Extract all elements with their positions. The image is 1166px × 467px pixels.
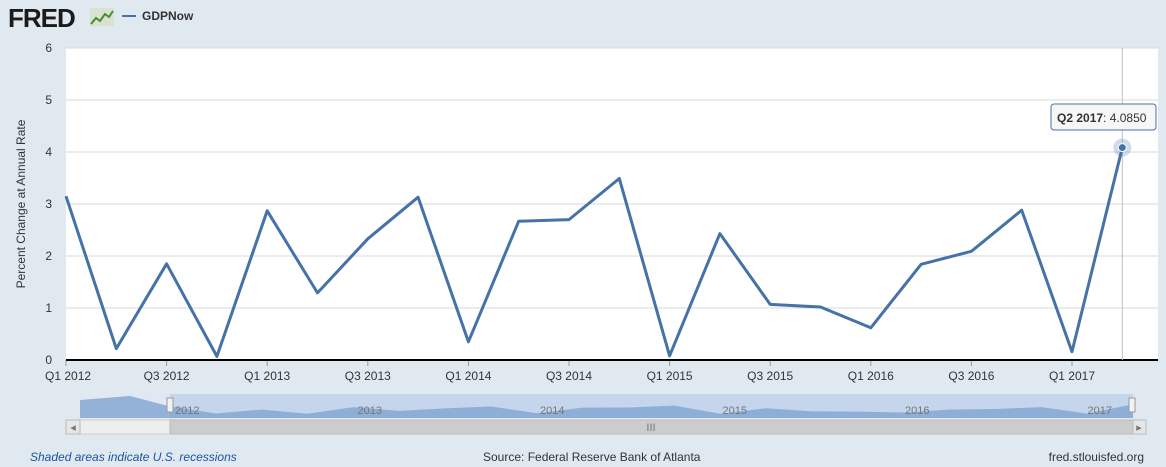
- scrollbar[interactable]: ◂ ▸ III: [65, 419, 1147, 435]
- y-axis-ticks: 0 1 2 3 4 5 6: [45, 41, 52, 367]
- x-tick-label: Q3 2012: [144, 369, 190, 383]
- data-point: [967, 247, 975, 255]
- x-tick-label: Q1 2017: [1049, 369, 1095, 383]
- x-tick-label: Q1 2016: [848, 369, 894, 383]
- data-point: [615, 175, 623, 183]
- x-tick-label: Q3 2016: [948, 369, 994, 383]
- data-point: [364, 235, 372, 243]
- navigator[interactable]: 2012 2013 2014 2015 2016 2017: [80, 394, 1136, 418]
- y-tick-label: 2: [45, 249, 52, 263]
- navigator-year-label: 2015: [723, 405, 747, 417]
- navigator-labels: 2012 2013 2014 2015 2016 2017: [175, 405, 1112, 417]
- y-tick-label: 6: [45, 41, 52, 55]
- source-text: Source: Federal Reserve Bank of Atlanta: [483, 450, 701, 464]
- data-point: [213, 352, 221, 360]
- navigator-year-label: 2014: [540, 405, 564, 417]
- fred-logo[interactable]: FRED: [8, 3, 76, 33]
- tooltip-value: 4.0850: [1110, 111, 1147, 125]
- data-point: [112, 345, 120, 353]
- fred-graph-icon: [90, 8, 114, 26]
- y-tick-label: 5: [45, 93, 52, 107]
- x-axis-ticks: Q1 2012 Q3 2012 Q1 2013 Q3 2013 Q1 2014 Q3 20…: [45, 360, 1095, 383]
- legend-swatch: [122, 15, 136, 17]
- data-point: [464, 338, 472, 346]
- navigator-year-label: 2017: [1088, 405, 1112, 417]
- tooltip-text: Q2 2017: 4.0850: [1057, 111, 1147, 125]
- legend-label: GDPNow: [142, 9, 194, 23]
- series-points: [62, 138, 1132, 360]
- data-point: [565, 216, 573, 224]
- fred-site-link[interactable]: fred.stlouisfed.org: [1048, 450, 1144, 464]
- data-point: [817, 303, 825, 311]
- series-line-gdpnow: [64, 147, 1124, 358]
- recession-note-link[interactable]: Shaded areas indicate U.S. recessions: [30, 450, 237, 464]
- data-point: [1018, 206, 1026, 214]
- scroll-grip-icon: III: [646, 422, 655, 434]
- data-point: [314, 289, 322, 297]
- x-tick-label: Q3 2014: [546, 369, 592, 383]
- tooltip-box: [1050, 103, 1157, 131]
- scroll-right-button: [1132, 419, 1147, 435]
- data-point: [766, 300, 774, 308]
- grid-lines: [66, 47, 1158, 309]
- data-point: [414, 193, 422, 201]
- x-tick-label: Q1 2015: [647, 369, 693, 383]
- y-tick-label: 1: [45, 301, 52, 315]
- data-point: [515, 217, 523, 225]
- y-tick-label: 3: [45, 197, 52, 211]
- chart-header: FRED GDPNow: [0, 0, 1166, 40]
- scroll-left-icon: ◂: [70, 422, 76, 434]
- x-tick-label: Q3 2015: [747, 369, 793, 383]
- y-axis-label: Percent Change at Annual Rate: [14, 119, 28, 288]
- tooltip-label: Q2 2017: [1057, 111, 1103, 125]
- x-tick-label: Q1 2012: [45, 369, 91, 383]
- chart-legend[interactable]: GDPNow: [122, 9, 193, 23]
- navigator-series-area: [80, 396, 1133, 418]
- scroll-left-button: [65, 419, 81, 435]
- x-tick-label: Q1 2014: [445, 369, 491, 383]
- scroll-right-icon: ▸: [1136, 422, 1142, 434]
- tooltip: Q2 2017: 4.0850: [1050, 103, 1157, 131]
- tooltip-sep: :: [1103, 111, 1110, 125]
- hover-point: [1117, 143, 1127, 153]
- navigator-year-label: 2016: [905, 405, 929, 417]
- navigator-handle-left: [166, 397, 174, 413]
- data-point: [917, 260, 925, 268]
- data-point: [263, 207, 271, 215]
- x-tick-label: Q1 2013: [244, 369, 290, 383]
- x-tick-label: Q3 2013: [345, 369, 391, 383]
- data-point: [867, 324, 875, 332]
- navigator-handle-right: [1128, 397, 1136, 413]
- data-point: [163, 260, 171, 268]
- data-point: [666, 352, 674, 360]
- navigator-year-label: 2013: [358, 405, 382, 417]
- data-point: [716, 230, 724, 238]
- navigator-year-label: 2012: [175, 405, 199, 417]
- data-point: [1068, 348, 1076, 356]
- y-tick-label: 4: [45, 145, 52, 159]
- y-tick-label: 0: [45, 353, 52, 367]
- data-point: [62, 192, 70, 200]
